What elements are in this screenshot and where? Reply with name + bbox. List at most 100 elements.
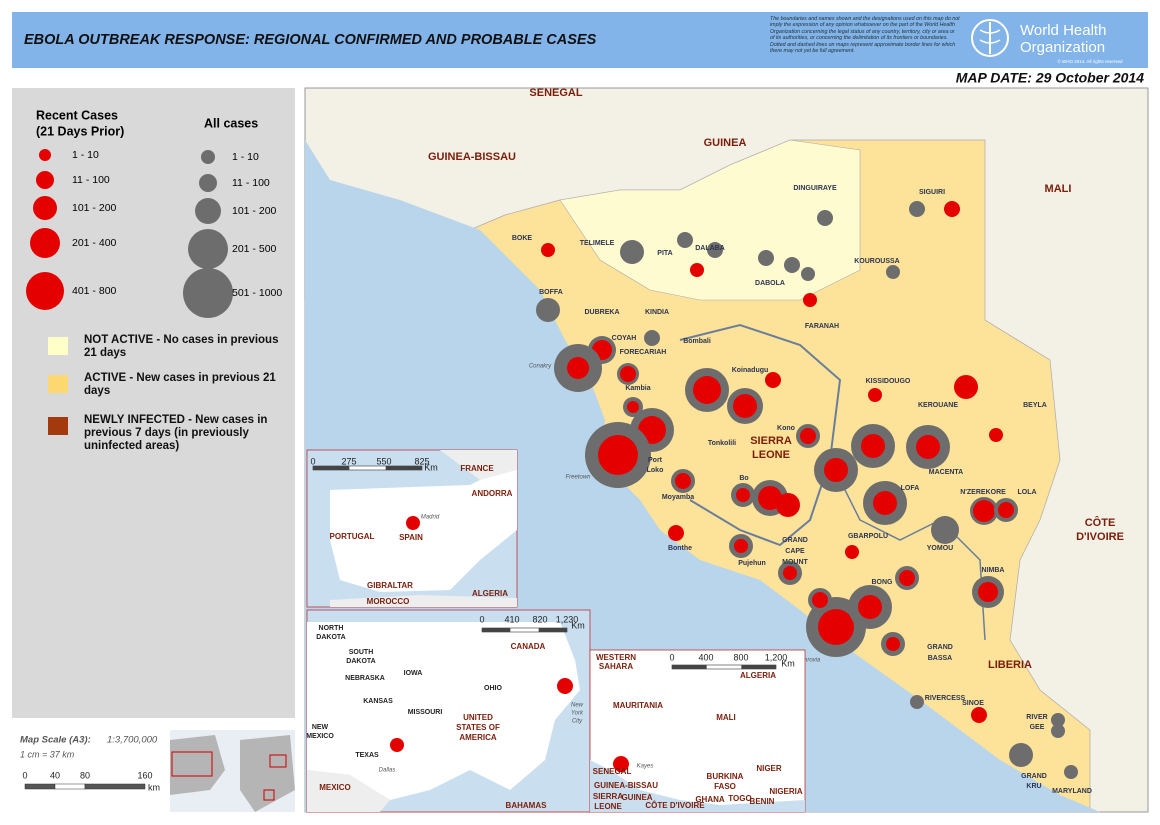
place-label: LOFA — [901, 485, 920, 492]
place-label: KEROUANE — [918, 402, 958, 409]
place-label: ALGERIA — [472, 589, 508, 598]
place-label: SIGUIRI — [919, 189, 945, 196]
place-label: WESTERN — [596, 653, 636, 662]
legend-title: Recent Cases — [36, 108, 118, 122]
recent-cases-symbol — [978, 582, 998, 602]
recent-cases-symbol — [627, 401, 639, 413]
scale-tick: 0 — [22, 770, 27, 780]
place-label: GRAND — [782, 537, 808, 544]
place-label: RIVERCESS — [925, 695, 966, 702]
recent-cases-symbol — [998, 502, 1014, 518]
status-label: ACTIVE - New cases in previous 21 days — [84, 372, 276, 397]
scale-tick: 550 — [376, 456, 391, 466]
place-label: GRAND — [927, 644, 953, 651]
place-label: BONG — [872, 579, 894, 586]
recent-cases-symbol — [734, 539, 748, 553]
recent-cases-symbol — [873, 491, 897, 515]
place-label: Kono — [777, 425, 795, 432]
place-label: MEXICO — [306, 733, 334, 740]
legend-symbol — [188, 229, 228, 269]
place-label: TEXAS — [355, 752, 379, 759]
map-date: MAP DATE: 29 October 2014 — [956, 70, 1144, 86]
place-label: SPAIN — [399, 533, 423, 542]
place-label: N'ZEREKORE — [960, 489, 1006, 496]
place-label: DABOLA — [755, 280, 785, 287]
place-label: New — [571, 703, 584, 709]
place-label: Freetown — [565, 475, 591, 481]
status-swatch — [48, 417, 68, 435]
scale-unit: km — [148, 782, 160, 792]
all-cases-symbol — [1051, 724, 1065, 738]
place-label: LEONE — [594, 802, 622, 811]
place-label: TOGO — [728, 794, 751, 803]
place-label: MAURITANIA — [613, 701, 663, 710]
legend-symbol — [30, 228, 60, 258]
scale-bar — [24, 783, 146, 790]
scale-unit: Km — [781, 658, 795, 668]
recent-cases-symbol — [675, 473, 691, 489]
place-label: Moyamba — [662, 494, 694, 501]
legend-label: 501 - 1000 — [232, 287, 282, 299]
place-label: Bo — [739, 475, 748, 482]
place-label: SOUTH — [349, 649, 374, 656]
scale-tick: 80 — [80, 770, 90, 780]
place-label: ALGERIA — [740, 671, 776, 680]
place-label: SAHARA — [599, 662, 633, 671]
recent-cases-symbol — [858, 595, 882, 619]
place-label: FORECARIAH — [620, 349, 667, 356]
place-label: Tonkolili — [708, 440, 736, 447]
legend-label: 1 - 10 — [232, 151, 259, 163]
inset-usa — [306, 609, 591, 813]
recent-cases-symbol — [861, 434, 885, 458]
place-label: YOMOU — [927, 545, 953, 552]
place-label: OHIO — [484, 685, 502, 692]
recent-cases-symbol — [812, 592, 828, 608]
place-label: GRAND — [1021, 773, 1047, 780]
all-cases-symbol — [909, 201, 925, 217]
scale-tick: 1,230 — [556, 614, 579, 624]
inset-spain — [306, 449, 518, 608]
place-label: GHANA — [695, 795, 725, 804]
recent-cases-symbol — [989, 428, 1003, 442]
scale-bar — [741, 665, 776, 669]
title: EBOLA OUTBREAK RESPONSE: REGIONAL CONFIR… — [24, 32, 597, 48]
place-label: MEXICO — [319, 783, 351, 792]
scale-tick: 275 — [341, 456, 356, 466]
legend-label: 201 - 500 — [232, 243, 277, 255]
place-label: York — [571, 711, 584, 717]
place-label: SINOE — [962, 700, 984, 707]
legend-label: 401 - 800 — [72, 285, 117, 297]
place-label: DAKOTA — [316, 634, 345, 641]
place-label: SENEGAL — [529, 87, 582, 99]
scale-tick: 0 — [310, 456, 315, 466]
recent-cases-symbol — [668, 525, 684, 541]
place-label: MALI — [716, 713, 736, 722]
place-label: DUBREKA — [585, 309, 620, 316]
all-cases-symbol — [931, 516, 959, 544]
place-label: RIVER — [1026, 714, 1047, 721]
place-label: GUINEA-BISSAU — [594, 781, 658, 790]
place-label: BOKE — [512, 235, 533, 242]
recent-cases-symbol — [824, 458, 848, 482]
legend-symbol — [36, 171, 54, 189]
scale-equiv: 1 cm = 37 km — [20, 749, 75, 759]
all-cases-symbol — [886, 265, 900, 279]
org-name: World Health — [1020, 22, 1106, 39]
place-label: KISSIDOUGO — [866, 378, 911, 385]
place-label: MARYLAND — [1052, 788, 1092, 795]
place-label: UNITED — [463, 713, 493, 722]
copyright: © WHO 2014. All rights reserved — [1057, 58, 1123, 64]
all-cases-symbol — [801, 267, 815, 281]
recent-cases-symbol — [406, 516, 420, 530]
place-label: Loko — [647, 467, 664, 474]
legend-symbol — [201, 150, 215, 164]
scale-bar — [385, 466, 422, 470]
place-label: COYAH — [612, 335, 637, 342]
recent-cases-symbol — [783, 566, 797, 580]
place-label: BURKINA — [707, 772, 744, 781]
place-label: MALI — [1045, 183, 1072, 195]
scale-ratio: 1:3,700,000 — [107, 735, 158, 746]
place-label: City — [572, 719, 583, 725]
legend-label: 101 - 200 — [232, 205, 277, 217]
org-name: Organization — [1020, 39, 1105, 56]
